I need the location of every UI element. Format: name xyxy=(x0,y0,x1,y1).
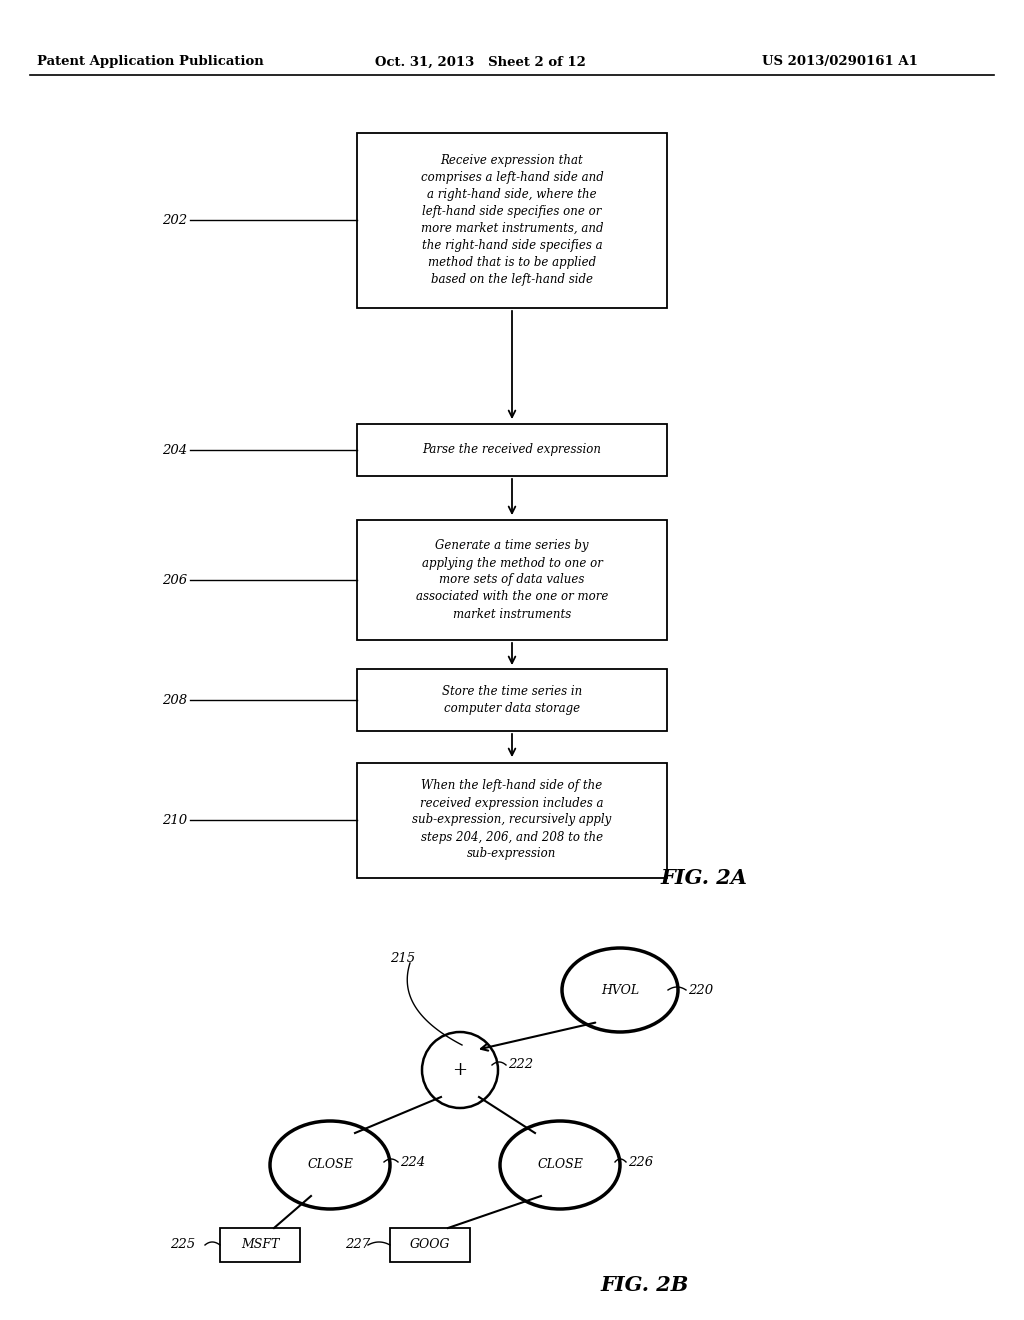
Text: GOOG: GOOG xyxy=(410,1238,451,1251)
Text: MSFT: MSFT xyxy=(241,1238,280,1251)
Text: +: + xyxy=(453,1061,468,1078)
Ellipse shape xyxy=(562,948,678,1032)
Ellipse shape xyxy=(270,1121,390,1209)
FancyBboxPatch shape xyxy=(357,424,667,477)
Text: US 2013/0290161 A1: US 2013/0290161 A1 xyxy=(762,55,918,69)
Text: 225: 225 xyxy=(170,1238,196,1251)
FancyBboxPatch shape xyxy=(357,132,667,308)
Text: Generate a time series by
applying the method to one or
more sets of data values: Generate a time series by applying the m… xyxy=(416,540,608,620)
Text: CLOSE: CLOSE xyxy=(307,1159,353,1172)
FancyBboxPatch shape xyxy=(357,520,667,640)
Text: HVOL: HVOL xyxy=(601,983,639,997)
Text: 222: 222 xyxy=(508,1059,534,1072)
Text: 204: 204 xyxy=(162,444,187,457)
Text: 208: 208 xyxy=(162,693,187,706)
Ellipse shape xyxy=(500,1121,620,1209)
FancyBboxPatch shape xyxy=(390,1228,470,1262)
Text: 220: 220 xyxy=(688,983,713,997)
Text: CLOSE: CLOSE xyxy=(537,1159,583,1172)
Ellipse shape xyxy=(422,1032,498,1107)
Text: 210: 210 xyxy=(162,813,187,826)
Text: Patent Application Publication: Patent Application Publication xyxy=(37,55,263,69)
Text: When the left-hand side of the
received expression includes a
sub-expression, re: When the left-hand side of the received … xyxy=(413,780,611,861)
Text: 226: 226 xyxy=(628,1155,653,1168)
FancyBboxPatch shape xyxy=(357,763,667,878)
Text: 202: 202 xyxy=(162,214,187,227)
Text: 215: 215 xyxy=(390,952,415,965)
Text: Oct. 31, 2013   Sheet 2 of 12: Oct. 31, 2013 Sheet 2 of 12 xyxy=(375,55,586,69)
FancyBboxPatch shape xyxy=(357,669,667,731)
Text: 224: 224 xyxy=(400,1155,425,1168)
FancyBboxPatch shape xyxy=(220,1228,300,1262)
Text: Receive expression that
comprises a left-hand side and
a right-hand side, where : Receive expression that comprises a left… xyxy=(421,154,603,286)
Text: Parse the received expression: Parse the received expression xyxy=(423,444,601,457)
Text: FIG. 2B: FIG. 2B xyxy=(600,1275,688,1295)
Text: 206: 206 xyxy=(162,573,187,586)
Text: 227: 227 xyxy=(345,1238,370,1251)
Text: Store the time series in
computer data storage: Store the time series in computer data s… xyxy=(442,685,582,715)
Text: FIG. 2A: FIG. 2A xyxy=(660,869,746,888)
